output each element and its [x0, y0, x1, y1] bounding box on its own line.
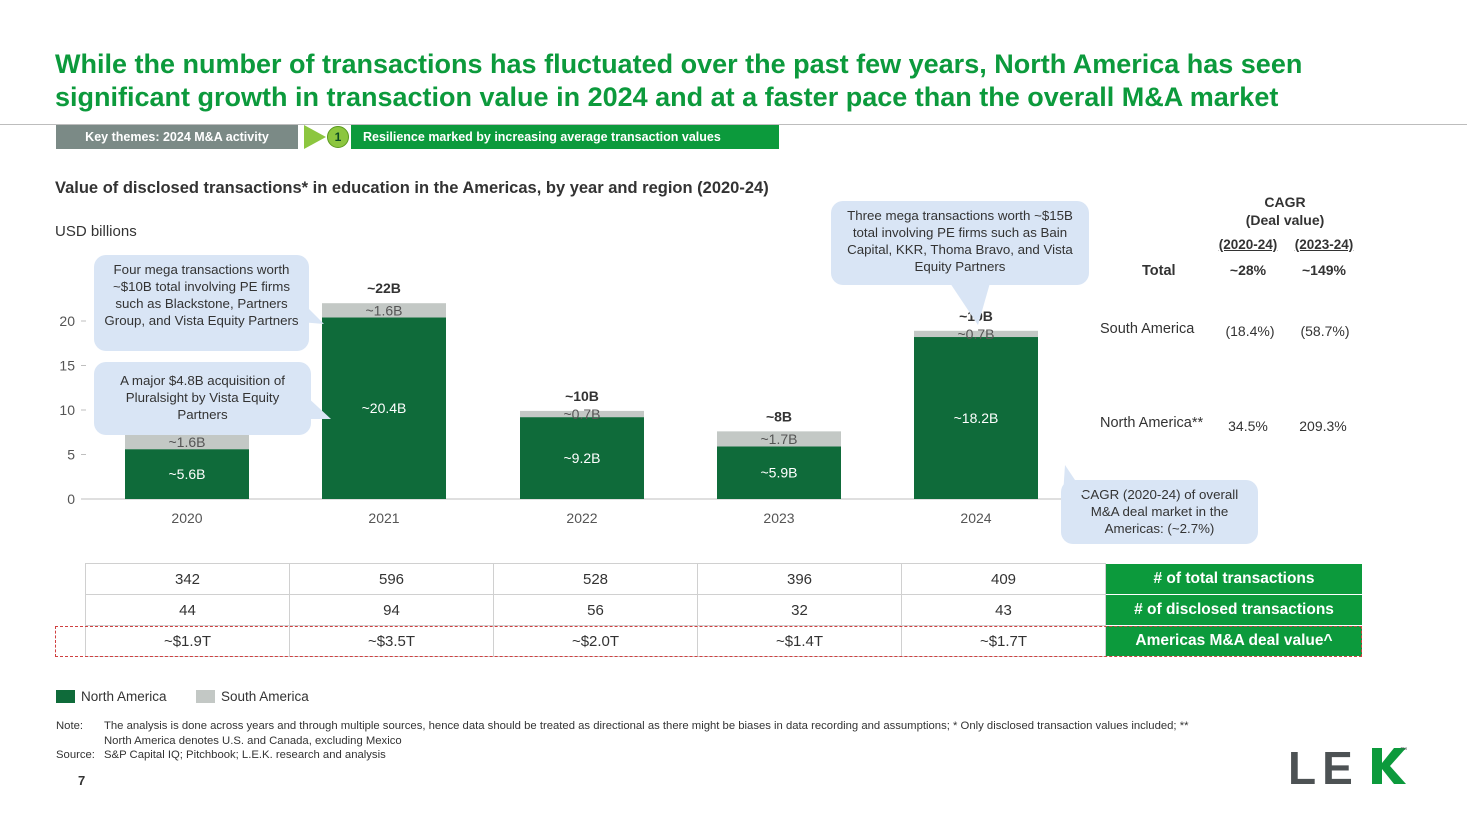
x-tick-label: 2020 [171, 510, 202, 526]
cagr-south-2023-24: (58.7%) [1300, 323, 1350, 339]
row-label-total-transactions: # of total transactions [1105, 563, 1363, 595]
cagr-col-2023-24: (2023-24) [1294, 237, 1354, 252]
legend-swatch-south-america [196, 690, 215, 703]
table-cell: 409 [901, 563, 1106, 595]
svg-text:™: ™ [1400, 747, 1407, 754]
title-divider [0, 124, 1467, 125]
table-cell: ~$1.4T [697, 625, 902, 657]
data-label-north-america: ~20.4B [362, 400, 407, 416]
y-tick-label: 5 [67, 447, 75, 463]
bar-south-america [717, 431, 841, 447]
cagr-south-2020-24: (18.4%) [1225, 323, 1275, 339]
y-tick-label: 20 [59, 313, 75, 329]
cagr-subtitle: (Deal value) [1245, 212, 1325, 228]
table-cell: 528 [493, 563, 698, 595]
table-row: 342 596 528 396 409 # of total transacti… [55, 563, 1363, 595]
cagr-row-south-america-label: South America [1100, 321, 1195, 337]
chart-title: Value of disclosed transactions* in educ… [55, 179, 769, 197]
data-label-south-america: ~0.7B [958, 326, 995, 342]
note-text: The analysis is done across years and th… [104, 720, 1189, 747]
legend-swatch-north-america [56, 690, 75, 703]
legend-label-north-america: North America [81, 689, 167, 704]
theme-text: Resilience marked by increasing average … [351, 125, 779, 149]
cagr-row-total-label: Total [1142, 263, 1176, 279]
chevron-right-icon [304, 125, 326, 149]
y-tick-label: 10 [59, 402, 75, 418]
y-tick-label: 0 [67, 491, 75, 507]
x-tick-label: 2023 [763, 510, 794, 526]
data-label-north-america: ~5.9B [761, 465, 798, 481]
table-row: ~$1.9T ~$3.5T ~$2.0T ~$1.4T ~$1.7T Ameri… [55, 625, 1363, 657]
callout-pointer [300, 300, 324, 324]
callout-pluralsight: A major $4.8B acquisition of Pluralsight… [94, 362, 311, 435]
cagr-title: CAGR [1264, 194, 1306, 210]
table-cell: 44 [85, 594, 290, 626]
cagr-north-2020-24: 34.5% [1228, 418, 1268, 434]
page-number: 7 [78, 773, 86, 788]
table-cell: ~$1.9T [85, 625, 290, 657]
callout-pointer [1063, 465, 1085, 495]
x-tick-label: 2021 [368, 510, 399, 526]
cagr-total-2020-24: ~28% [1229, 262, 1267, 278]
source-text: S&P Capital IQ; Pitchbook; L.E.K. resear… [104, 749, 386, 761]
bar-south-america [914, 330, 1038, 338]
bar-north-america [322, 317, 446, 499]
data-label-total: ~22B [367, 280, 401, 296]
note-label: Note: [56, 720, 84, 732]
table-cell: ~$2.0T [493, 625, 698, 657]
theme-number-badge: 1 [327, 126, 349, 148]
data-label-total: ~8B [766, 408, 792, 424]
data-label-north-america: ~5.6B [169, 466, 206, 482]
cagr-row-north-america-label: North America** [1100, 415, 1204, 431]
cagr-col-2020-24: (2020-24) [1218, 237, 1278, 252]
row-label-disclosed-transactions: # of disclosed transactions [1105, 594, 1363, 626]
lek-logo-mark: LE ™ [1288, 742, 1407, 794]
callout-pointer [950, 283, 990, 325]
bar-north-america [520, 417, 644, 499]
legend-label-south-america: South America [221, 689, 309, 704]
table-cell: ~$3.5T [289, 625, 494, 657]
data-label-south-america: ~1.7B [761, 431, 798, 447]
x-tick-label: 2024 [960, 510, 991, 526]
source-label: Source: [56, 749, 95, 761]
data-label-total: ~10B [565, 388, 599, 404]
callout-2021-mega-deals: Four mega transactions worth ~$10B total… [94, 255, 309, 351]
cagr-total-2023-24: ~149% [1302, 262, 1346, 278]
table-cell: 342 [85, 563, 290, 595]
data-label-south-america: ~0.7B [564, 406, 601, 422]
row-label-deal-value: Americas M&A deal value^ [1105, 625, 1363, 657]
x-tick-label: 2022 [566, 510, 597, 526]
callout-pointer [305, 395, 331, 419]
table-row: 44 94 56 32 43 # of disclosed transactio… [55, 594, 1363, 626]
bar-south-america [125, 434, 249, 450]
callout-overall-cagr: CAGR (2020-24) of overall M&A deal marke… [1061, 480, 1258, 544]
data-label-south-america: ~1.6B [366, 302, 403, 318]
lek-logo: LE ™ [1288, 742, 1418, 794]
bar-north-america [717, 446, 841, 499]
table-cell: 56 [493, 594, 698, 626]
data-label-south-america: ~1.6B [169, 434, 206, 450]
table-cell: 32 [697, 594, 902, 626]
svg-text:LE: LE [1288, 744, 1359, 788]
bar-north-america [914, 337, 1038, 499]
table-cell: 43 [901, 594, 1106, 626]
table-cell: 596 [289, 563, 494, 595]
table-cell: ~$1.7T [901, 625, 1106, 657]
callout-2024-mega-deals: Three mega transactions worth ~$15B tota… [831, 201, 1089, 285]
table-cell: 94 [289, 594, 494, 626]
key-themes-label: Key themes: 2024 M&A activity [56, 125, 298, 149]
bar-north-america [125, 449, 249, 499]
page-title: While the number of transactions has flu… [55, 49, 1303, 112]
transactions-table: 342 596 528 396 409 # of total transacti… [55, 563, 1363, 657]
chart-units: USD billions [55, 223, 137, 240]
cagr-north-2023-24: 209.3% [1299, 418, 1347, 434]
data-label-north-america: ~18.2B [954, 410, 999, 426]
bar-south-america [322, 303, 446, 318]
table-cell: 396 [697, 563, 902, 595]
data-label-north-america: ~9.2B [564, 450, 601, 466]
bar-south-america [520, 410, 644, 418]
y-tick-label: 15 [59, 358, 75, 374]
